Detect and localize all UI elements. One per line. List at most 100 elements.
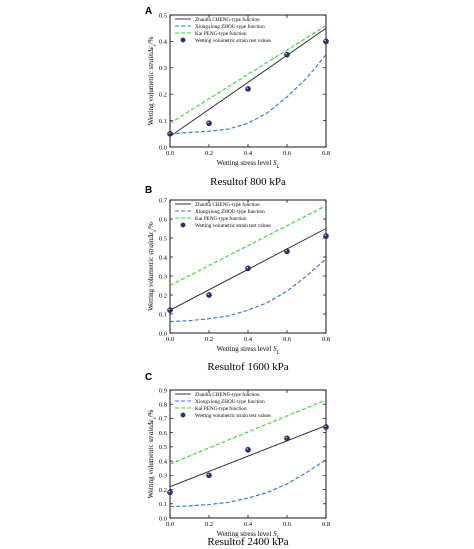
y-tick-label: 0.0: [159, 330, 167, 337]
y-tick-label: 0.3: [159, 65, 167, 72]
data-point-highlight: [285, 436, 288, 439]
series-line: [169, 258, 327, 323]
data-point: [167, 130, 173, 137]
legend-label: Zhanlin CHENG-type function: [195, 16, 260, 23]
x-tick-label: 0.2: [205, 521, 213, 528]
data-point-highlight: [168, 308, 170, 311]
x-tick-label: 0.8: [322, 150, 330, 157]
y-tick-label: 0.1: [159, 311, 167, 318]
legend-label: Zhanlin CHENG-type function: [195, 391, 260, 398]
data-point: [206, 120, 212, 127]
y-tick-label: 0.5: [159, 12, 167, 19]
chart-panel-b: B 0.0 0.2 0.4 0.6 0.8 0.0 0.1 0.2 0.3 0.4 0.5 0.6 0.7…: [145, 185, 330, 373]
data-point-highlight: [324, 234, 327, 237]
data-point: [167, 489, 173, 496]
data-point: [206, 472, 212, 479]
x-tick-label: 0.6: [283, 521, 292, 528]
data-point-highlight: [207, 121, 209, 124]
x-axis-label: Wetting stress level SL: [217, 530, 280, 541]
x-axis-label: Wetting stress level SL: [217, 345, 280, 356]
y-tick-label: 0.5: [159, 444, 167, 451]
y-tick-label: 0.4: [159, 254, 168, 261]
x-tick-label: 0.4: [244, 521, 253, 528]
data-point: [323, 38, 329, 45]
y-tick-label: 0.4: [159, 458, 168, 465]
legend-marker: [180, 412, 186, 418]
y-tick-label: 0.2: [159, 92, 167, 99]
data-point-highlight: [246, 448, 248, 450]
y-tick-label: 0.4: [159, 39, 168, 46]
data-point-highlight: [168, 132, 170, 134]
series-line: [169, 205, 327, 286]
y-tick-label: 0.1: [159, 118, 167, 125]
legend-label: Wetting volumetric strain test values: [195, 38, 271, 44]
legend-marker: [180, 222, 186, 228]
data-point: [284, 248, 290, 255]
series-line: [169, 459, 327, 508]
x-tick-label: 0.2: [205, 150, 213, 157]
series-line: [169, 399, 327, 465]
y-tick-label: 0.9: [159, 387, 167, 394]
y-tick-label: 0.1: [159, 501, 167, 508]
data-point: [206, 292, 212, 298]
x-tick-label: 0.8: [322, 521, 330, 528]
panel-caption: Resultof 800 kPa: [210, 176, 286, 188]
y-tick-label: 0.8: [159, 402, 167, 409]
panel-label: C: [145, 372, 152, 383]
y-axis-label: Wetting volumetric strainΔεs/%: [147, 36, 158, 125]
x-tick-label: 0.6: [283, 336, 292, 343]
x-axis-label: Wetting stress level SL: [217, 159, 280, 170]
data-point-highlight: [168, 490, 170, 493]
legend-label: Xiongxiong ZHOU-type function: [195, 208, 265, 215]
y-tick-label: 0.0: [159, 144, 167, 151]
data-point-highlight: [285, 249, 288, 252]
y-tick-label: 0.2: [159, 292, 167, 299]
legend-label: Kai PENG-type function: [195, 215, 247, 222]
data-point: [284, 51, 290, 58]
y-tick-label: 0.6: [159, 430, 168, 437]
data-point-highlight: [324, 39, 327, 42]
legend-label: Xiongxiong ZHOU-type function: [195, 23, 265, 30]
x-tick-label: 0.4: [244, 336, 253, 343]
y-tick-label: 0.5: [159, 235, 167, 242]
x-tick-label: 0.0: [166, 336, 174, 343]
panel-caption: Resultof 2400 kPa: [207, 536, 288, 548]
legend-label: Wetting volumetric strain test values: [195, 413, 271, 419]
panel-caption: Resultof 1600 kPa: [207, 361, 288, 373]
x-tick-label: 0.8: [322, 336, 330, 343]
legend-marker: [180, 37, 186, 43]
data-point-highlight: [246, 87, 248, 89]
y-axis-label: Wetting volumetric strainΔεs/%: [147, 222, 158, 311]
data-point: [323, 233, 329, 239]
legend-label: Zhanlin CHENG-type function: [195, 201, 260, 208]
legend-label: Xiongxiong ZHOU-type function: [195, 398, 265, 405]
x-tick-label: 0.2: [205, 336, 213, 343]
data-point-highlight: [207, 473, 209, 476]
panel-label: B: [145, 185, 152, 196]
data-point-highlight: [324, 425, 327, 427]
panel-label: A: [145, 6, 152, 17]
series-line: [169, 425, 327, 488]
y-tick-label: 0.3: [159, 273, 167, 280]
data-point-highlight: [285, 53, 288, 55]
y-tick-label: 0.6: [159, 216, 168, 223]
data-point: [284, 435, 290, 442]
x-tick-label: 0.0: [166, 521, 174, 528]
y-tick-label: 0.7: [159, 416, 168, 423]
x-tick-label: 0.0: [166, 150, 174, 157]
data-point-highlight: [246, 266, 248, 269]
y-tick-label: 0.2: [159, 487, 167, 494]
chart-panel-a: A 0.0 0.2 0.4 0.6 0.8 0.0 0.1 0.2 0.3 0.4 0.5 Wettin…: [145, 6, 330, 188]
data-point: [245, 446, 251, 453]
legend-label: Wetting volumetric strain test values: [195, 223, 271, 229]
y-tick-label: 0.3: [159, 473, 167, 480]
y-tick-label: 0.0: [159, 515, 167, 522]
data-point: [245, 86, 251, 92]
x-tick-label: 0.4: [244, 150, 253, 157]
data-point-highlight: [207, 293, 209, 296]
data-point: [167, 307, 173, 314]
data-point: [323, 424, 329, 430]
legend-label: Kai PENG-type function: [195, 405, 247, 412]
chart-panel-c: C 0.0 0.2 0.4 0.6 0.8 0.0 0.1 0.2 0.3 0.4 0.5 0.6 0.7…: [145, 372, 330, 548]
